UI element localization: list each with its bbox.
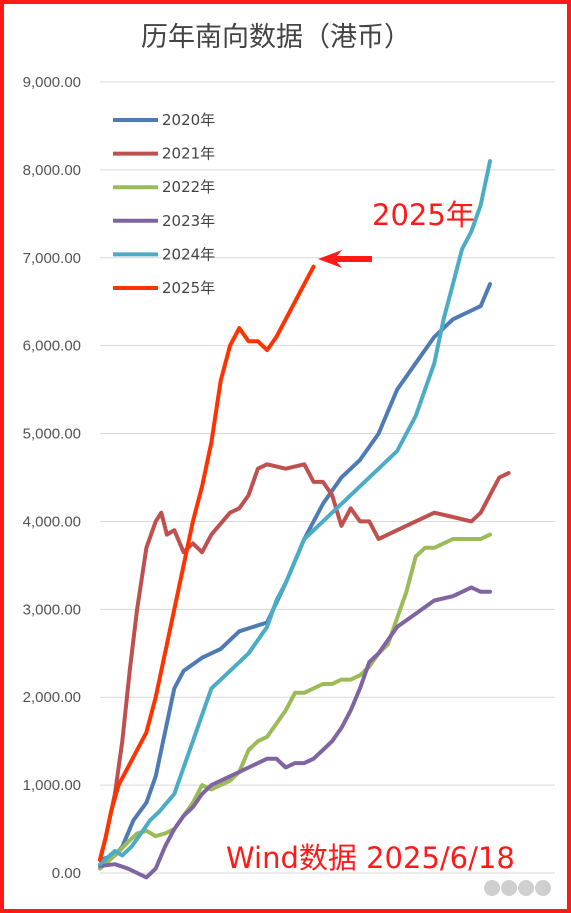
y-tick-label: 7,000.00 — [23, 250, 81, 267]
legend-label: 2025年 — [162, 279, 215, 297]
series-line-2021年 — [98, 462, 511, 862]
legend-label: 2021年 — [162, 145, 215, 163]
legend-label: 2022年 — [162, 178, 215, 196]
y-tick-label: 2,000.00 — [23, 689, 81, 706]
grid-lines — [100, 81, 555, 874]
series-line-2025年 — [98, 264, 316, 862]
annotation-arrow-icon — [318, 250, 372, 268]
series-lines — [98, 159, 511, 880]
series-line-2023年 — [98, 585, 492, 880]
legend: 2020年 2021年 2022年 2023年 2024年 2025年 — [113, 111, 215, 297]
y-tick-label: 3,000.00 — [23, 601, 81, 618]
legend-label: 2023年 — [162, 212, 215, 230]
series-line-2024年 — [98, 159, 492, 867]
legend-label: 2024年 — [162, 245, 215, 263]
y-tick-label: 1,000.00 — [23, 777, 81, 794]
y-tick-label: 8,000.00 — [23, 162, 81, 179]
series-line-2022年 — [98, 532, 492, 871]
source-note: Wind数据 2025/6/18 — [226, 841, 515, 875]
watermark-logo-icon — [484, 880, 551, 896]
annotation-2025-label: 2025年 — [372, 198, 475, 232]
chart-title: 历年南向数据（港币） — [141, 22, 411, 53]
y-axis-ticks: 0.00 1,000.00 2,000.00 3,000.00 4,000.00 5,00… — [23, 74, 81, 882]
legend-label: 2020年 — [162, 111, 215, 129]
y-tick-label: 5,000.00 — [23, 426, 81, 443]
y-tick-label: 0.00 — [52, 865, 81, 882]
y-tick-label: 9,000.00 — [23, 74, 81, 91]
y-tick-label: 4,000.00 — [23, 513, 81, 530]
y-tick-label: 6,000.00 — [23, 338, 81, 355]
